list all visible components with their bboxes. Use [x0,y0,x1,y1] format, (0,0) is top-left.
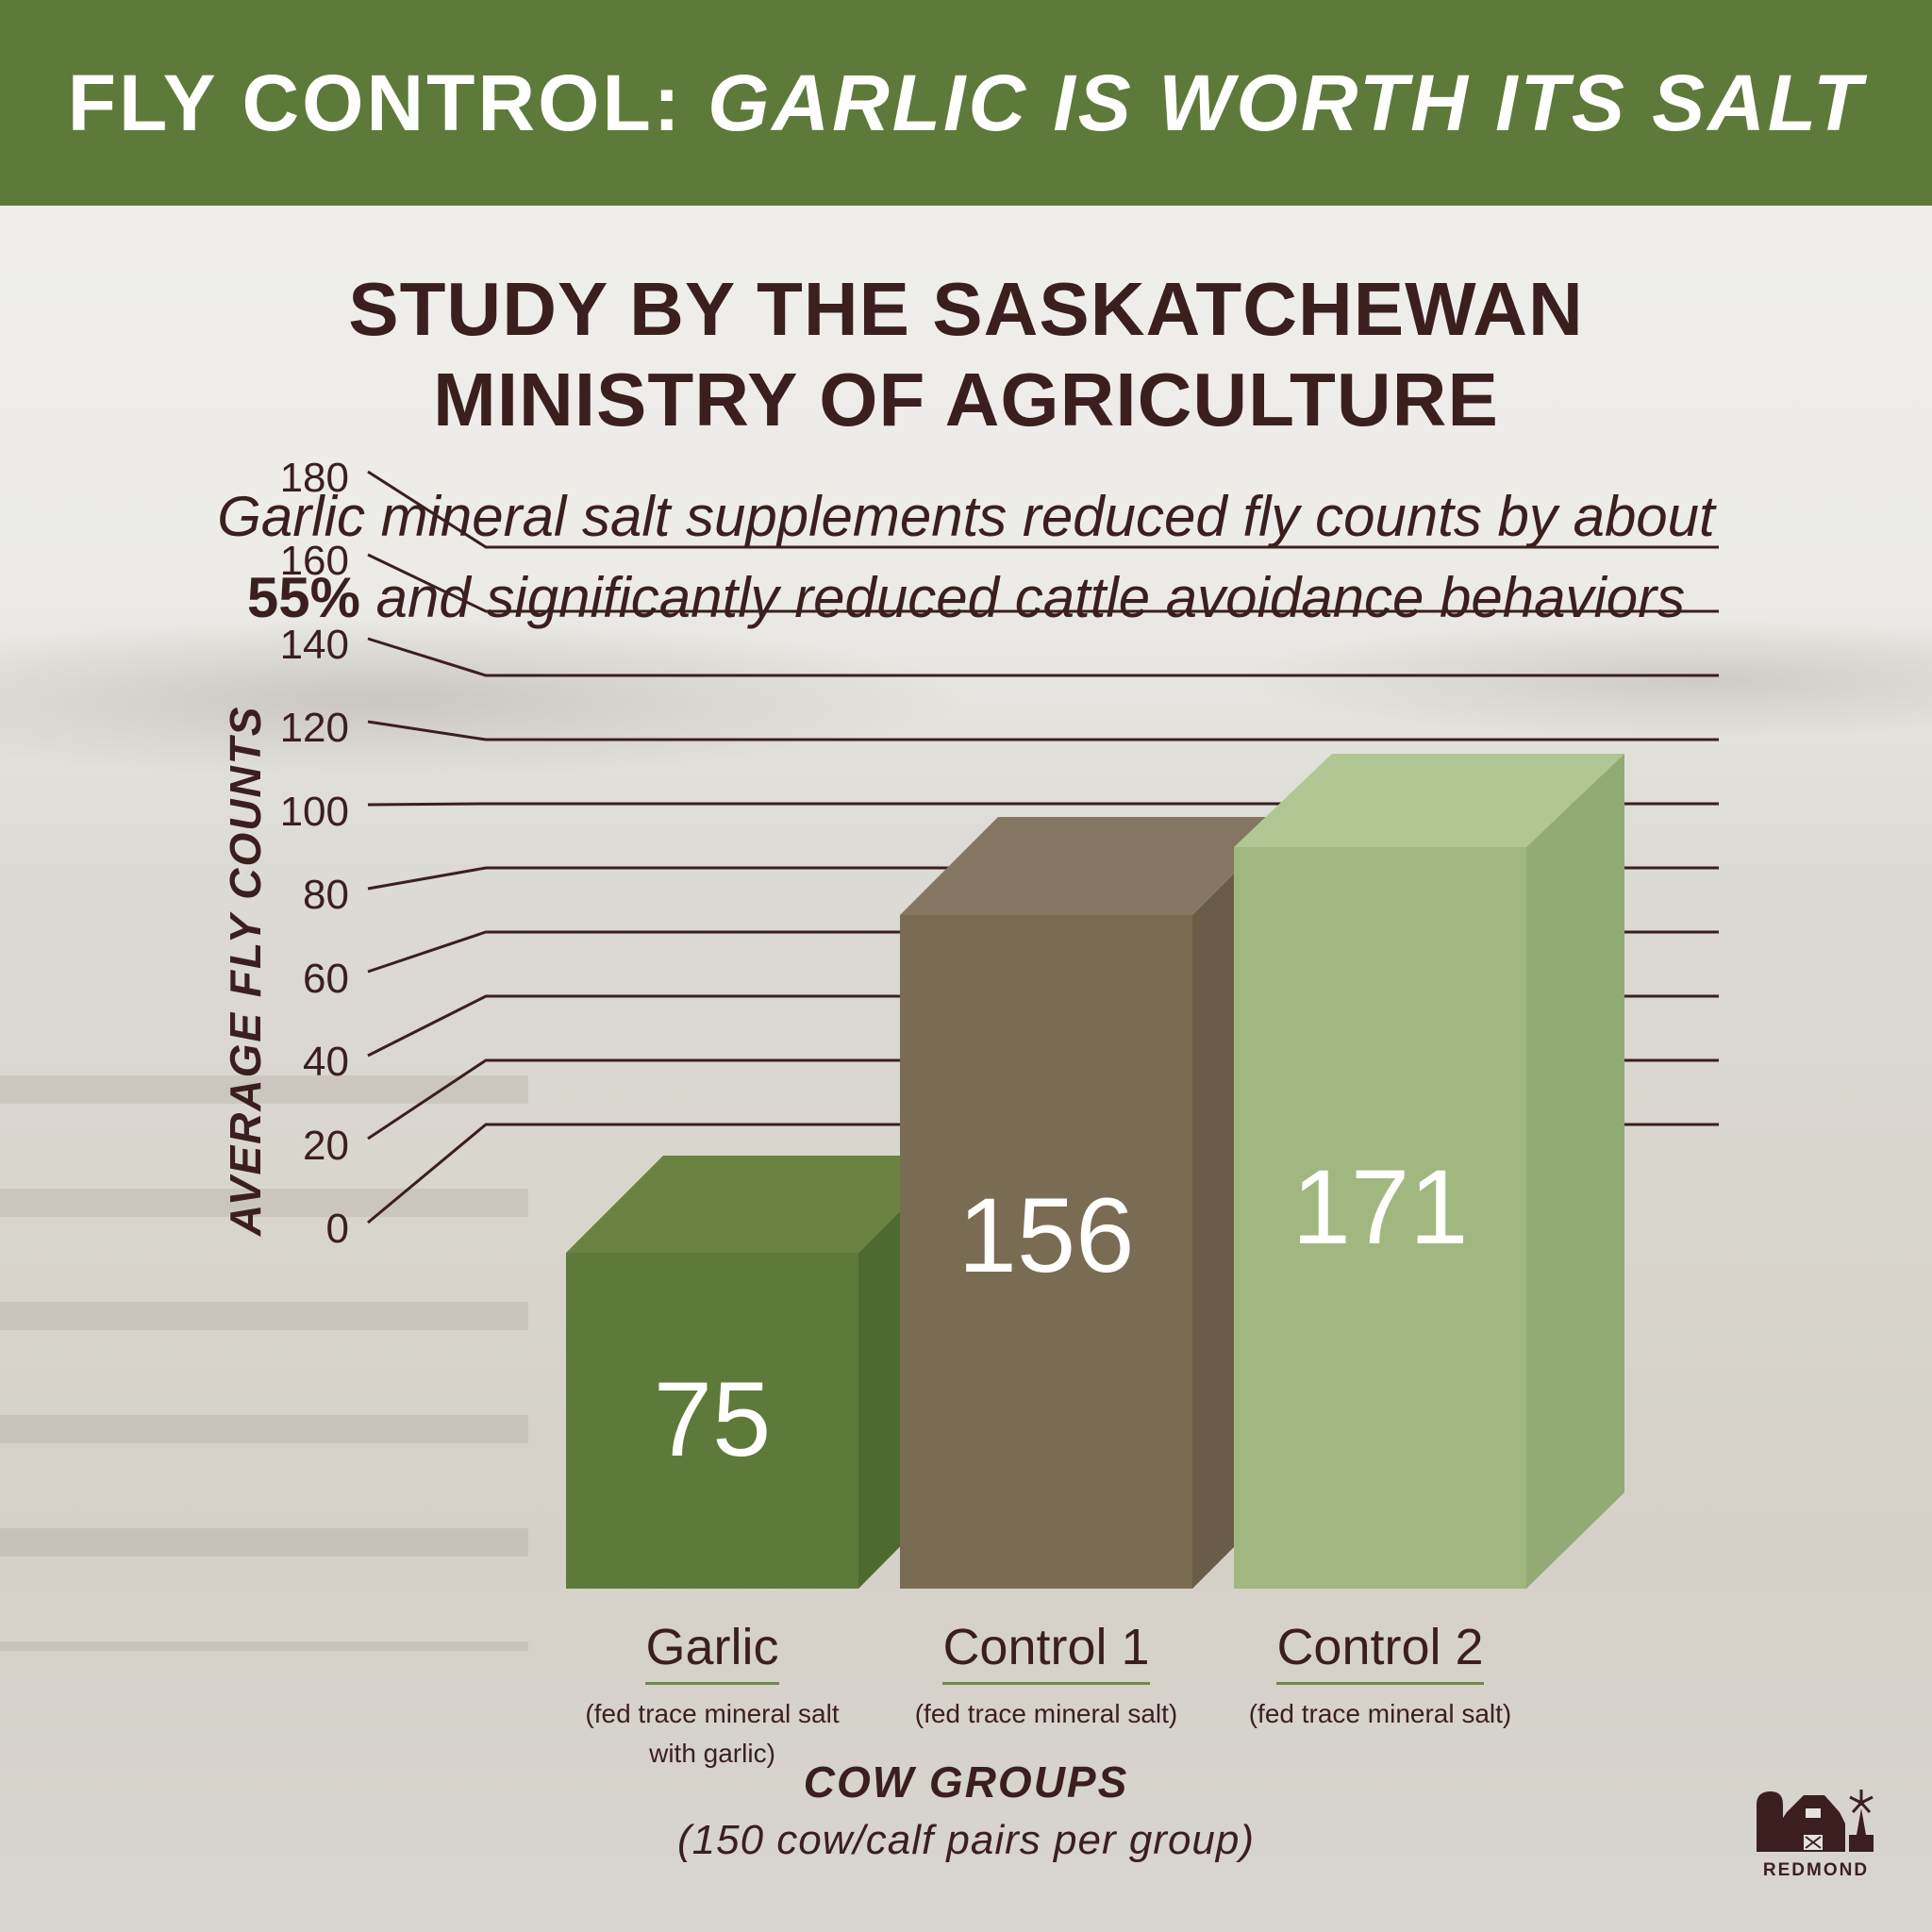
bar-value-control-1: 156 [958,1176,1135,1294]
y-tick-80: 80 [303,872,349,918]
x-axis-label: COW GROUPS (150 cow/calf pairs per group… [676,1757,1256,1863]
highlight-percentage: 55% [246,566,360,629]
y-tick-60: 60 [303,956,349,1002]
category-label-garlic: Garlic (fed trace mineral salt with garl… [585,1619,840,1768]
bar-value-control-2: 171 [1291,1148,1469,1266]
y-tick-140: 140 [279,622,349,668]
y-tick-180: 180 [279,455,349,501]
category-label-control-2: Control 2 (fed trace mineral salt) [1248,1619,1512,1728]
y-tick-160: 160 [279,538,349,584]
redmond-logo: REDMOND [1755,1788,1877,1881]
y-tick-100: 100 [279,789,349,835]
bar-garlic [566,1156,956,1589]
y-tick-20: 20 [303,1123,349,1169]
category-label-control-1: Control 1 (fed trace mineral salt) [914,1619,1178,1728]
chart-headline: STUDY BY THE SASKATCHEWAN MINISTRY OF AG… [348,267,1584,441]
y-tick-120: 120 [279,705,349,751]
y-tick-40: 40 [303,1039,349,1085]
y-axis-label: AVERAGE FLY COUNTS [221,705,270,1236]
barn-silo-windmill-icon [1757,1790,1874,1852]
header-banner: FLY CONTROL: GARLIC IS WORTH ITS SALT [0,0,1932,206]
background-fence [0,991,528,1651]
y-tick-0: 0 [325,1206,349,1252]
bar-value-garlic: 75 [653,1360,772,1478]
chart-subtitle: Garlic mineral salt supplements reduced … [217,485,1715,629]
page-title: FLY CONTROL: GARLIC IS WORTH ITS SALT [67,58,1865,147]
bar-control-2 [1234,754,1624,1589]
